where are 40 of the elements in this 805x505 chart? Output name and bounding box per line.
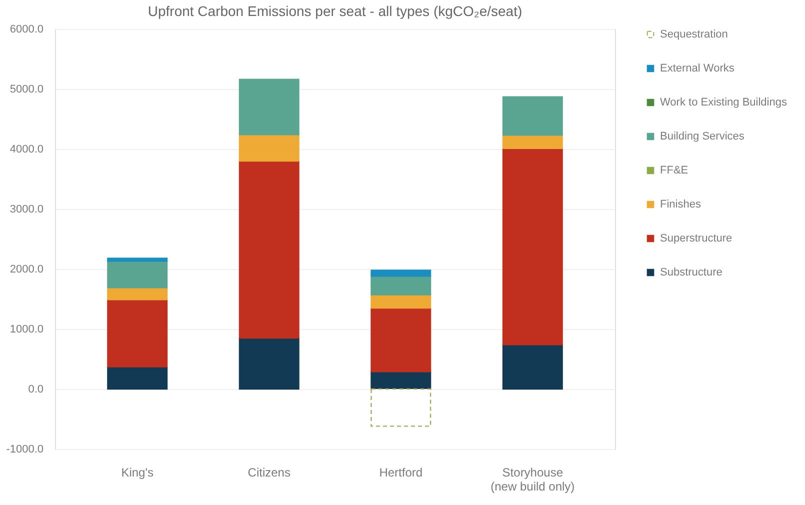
- x-tick-label: Citizens: [248, 466, 290, 480]
- bar: [370, 270, 432, 277]
- bar: [502, 344, 563, 390]
- legend-label: Superstructure: [660, 232, 732, 244]
- bar: [370, 307, 432, 372]
- y-tick-label: 0.0: [28, 384, 44, 396]
- bar: [502, 96, 563, 136]
- x-tick-label: Storyhouse (new build only): [490, 466, 575, 494]
- legend-label: External Works: [660, 62, 735, 74]
- y-tick-label: 1000.0: [10, 324, 44, 336]
- legend-label: Building Services: [660, 130, 745, 142]
- legend-label: Substructure: [660, 266, 722, 278]
- legend-label: Finishes: [660, 198, 702, 210]
- x-tick-label: Hertford: [379, 466, 423, 480]
- y-tick-label: -1000.0: [6, 444, 44, 456]
- bar: [238, 134, 300, 162]
- bar: [370, 371, 432, 390]
- bar: [370, 294, 432, 309]
- y-tick-label: 3000.0: [10, 204, 44, 216]
- x-tick-label: King's: [121, 466, 154, 480]
- bar: [238, 337, 300, 390]
- bar: [370, 276, 432, 296]
- bar: [107, 366, 168, 390]
- bar: [107, 299, 168, 368]
- bar: [502, 134, 563, 149]
- bar: [238, 78, 300, 136]
- bar: [107, 287, 168, 300]
- bar: [107, 260, 168, 288]
- bar: [107, 258, 168, 262]
- bar: [502, 148, 563, 346]
- y-tick-label: 6000.0: [10, 24, 44, 36]
- legend-label: FF&E: [660, 164, 688, 176]
- y-tick-label: 4000.0: [10, 144, 44, 156]
- bar: [238, 160, 300, 339]
- chart-title: Upfront Carbon Emissions per seat - all types (kgCO₂e/seat): [148, 3, 522, 19]
- legend-label: Sequestration: [660, 28, 728, 40]
- y-tick-label: 5000.0: [10, 84, 44, 96]
- y-tick-label: 2000.0: [10, 264, 44, 276]
- bar: [370, 388, 432, 427]
- legend-label: Work to Existing Buildings: [660, 96, 788, 108]
